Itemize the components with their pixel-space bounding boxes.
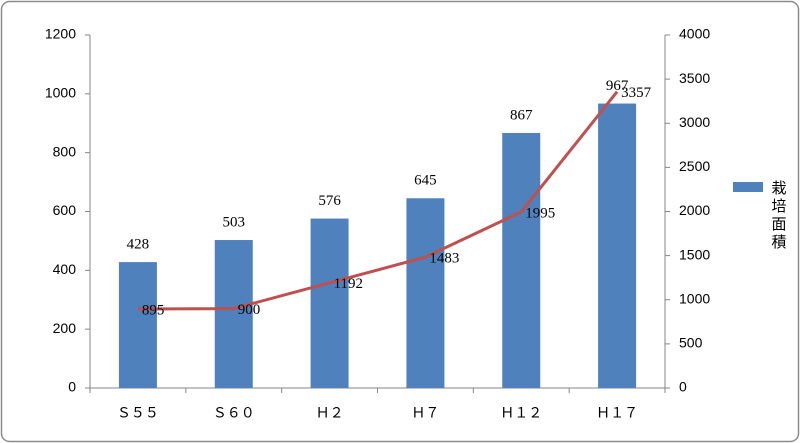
y2-tick-label: 3000 <box>679 114 710 130</box>
line-value-label: 1995 <box>525 205 555 221</box>
bar-value-label: 867 <box>510 107 533 123</box>
x-tick-label: Ｈ７ <box>411 405 439 421</box>
line-value-label: 1192 <box>334 276 363 292</box>
line-value-label: 900 <box>238 302 261 318</box>
x-tick-label: Ｈ１７ <box>596 405 638 421</box>
y-tick-label: 0 <box>68 379 76 395</box>
y2-tick-label: 2000 <box>679 202 710 218</box>
x-tick-label: Ｈ１２ <box>500 405 542 421</box>
x-tick-label: Ｓ６０ <box>213 405 255 421</box>
y2-tick-label: 3500 <box>679 70 710 86</box>
y-tick-label: 200 <box>53 320 77 336</box>
y-tick-label: 1200 <box>45 26 76 42</box>
y2-tick-label: 500 <box>679 335 703 351</box>
line-value-label: 3357 <box>621 85 652 101</box>
legend-label: 栽培面積 <box>770 180 787 252</box>
legend-swatch <box>733 182 763 192</box>
bar-value-label: 967 <box>606 78 629 94</box>
y-tick-label: 400 <box>53 261 77 277</box>
y2-tick-label: 1500 <box>679 246 710 262</box>
bar-value-label: 503 <box>223 214 246 230</box>
y2-tick-label: 0 <box>679 379 687 395</box>
bar <box>118 262 157 388</box>
y-tick-label: 600 <box>53 202 77 218</box>
y2-tick-label: 1000 <box>679 290 710 306</box>
bar-value-label: 428 <box>127 237 150 253</box>
y2-tick-label: 4000 <box>679 26 710 42</box>
bar <box>310 218 349 388</box>
y-tick-label: 800 <box>53 143 77 159</box>
bar <box>406 198 445 388</box>
line-value-label: 895 <box>142 302 165 318</box>
y2-tick-label: 2500 <box>679 158 710 174</box>
bar-value-label: 576 <box>318 193 341 209</box>
bar-value-label: 645 <box>414 173 437 189</box>
bar <box>598 103 637 388</box>
line-series <box>137 90 619 311</box>
x-tick-label: Ｈ２ <box>316 405 344 421</box>
bar <box>502 132 541 388</box>
y-tick-label: 1000 <box>45 85 76 101</box>
line-value-label: 1483 <box>429 251 459 267</box>
bar <box>214 240 253 388</box>
x-tick-label: Ｓ５５ <box>117 405 159 421</box>
